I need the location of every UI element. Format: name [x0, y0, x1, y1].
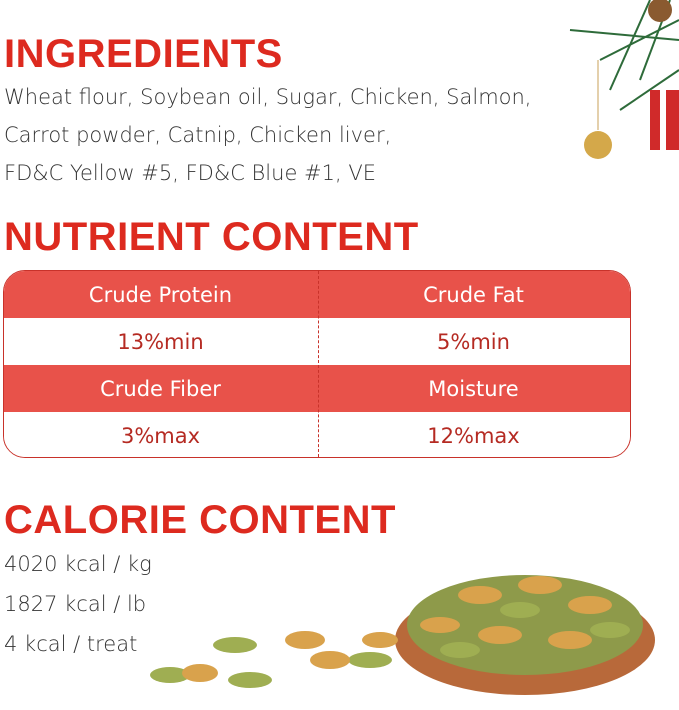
nutrient-table: Crude Protein Crude Fat 13%min 5%min Cru…: [3, 270, 631, 458]
calorie-line: 4020 kcal / kg: [4, 552, 152, 576]
table-cell: Moisture: [428, 376, 519, 401]
christmas-decoration-icon: [569, 0, 679, 159]
table-header-row: Crude Fiber Moisture: [4, 365, 630, 412]
table-cell: 12%max: [427, 423, 520, 448]
table-cell: 5%min: [437, 329, 510, 354]
ingredients-line: Carrot powder, Catnip, Chicken liver,: [4, 123, 392, 147]
table-row: 3%max 12%max: [4, 412, 630, 457]
ingredients-list: Wheat flour, Soybean oil, Sugar, Chicken…: [4, 78, 531, 192]
nutrient-heading: NUTRIENT CONTENT: [4, 215, 419, 259]
ingredients-heading: INGREDIENTS: [4, 32, 283, 76]
table-cell: Crude Fat: [423, 282, 524, 307]
table-cell: 3%max: [120, 423, 201, 448]
calorie-heading: CALORIE CONTENT: [4, 498, 396, 542]
table-row: 13%min 5%min: [4, 318, 630, 365]
table-cell: Crude Fiber: [100, 376, 221, 401]
table-cell: Crude Protein: [88, 282, 233, 307]
table-header-row: Crude Protein Crude Fat: [4, 271, 630, 318]
table-cell: 13%min: [117, 329, 204, 354]
calorie-line: 4 kcal / treat: [4, 632, 138, 656]
cat-treats-bowl-image: [150, 575, 655, 695]
ingredients-line: FD&C Yellow #5, FD&C Blue #1, VE: [4, 161, 376, 185]
column-divider: [318, 271, 319, 457]
ingredients-line: Wheat flour, Soybean oil, Sugar, Chicken…: [4, 85, 532, 109]
calorie-list: 4020 kcal / kg 1827 kcal / lb 4 kcal / t…: [4, 544, 152, 664]
calorie-line: 1827 kcal / lb: [4, 592, 147, 616]
